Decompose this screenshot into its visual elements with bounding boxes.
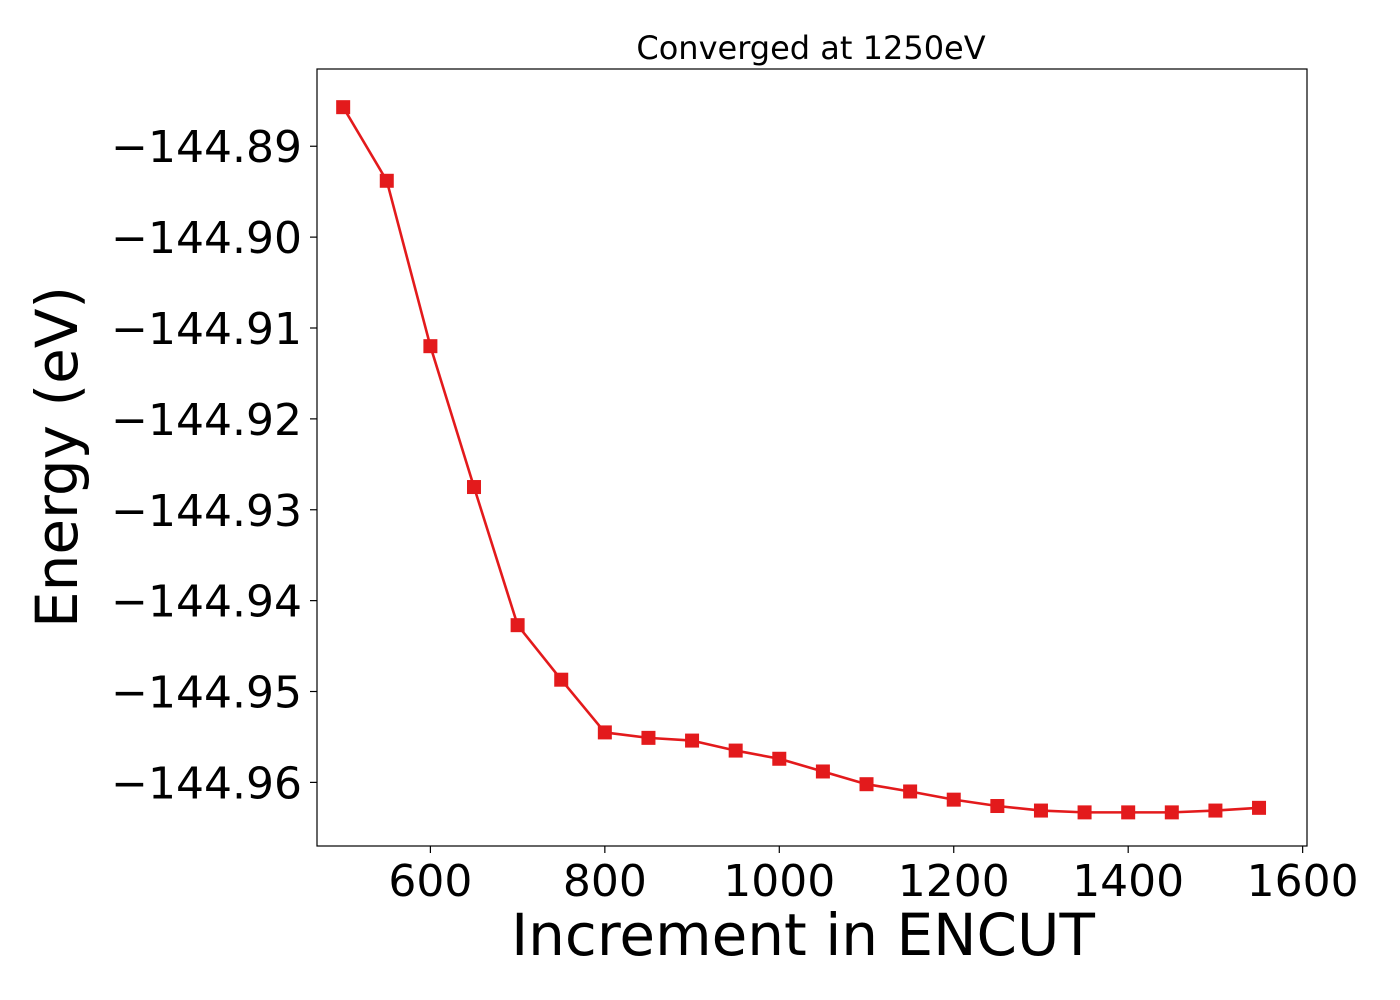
data-point xyxy=(1164,805,1179,820)
data-point xyxy=(641,730,656,745)
data-point xyxy=(336,100,351,115)
data-point xyxy=(467,480,482,495)
y-tick-label: −144.96 xyxy=(111,758,302,809)
data-point xyxy=(1077,805,1092,820)
data-point xyxy=(510,618,525,633)
y-tick-label: −144.91 xyxy=(111,304,302,355)
data-point xyxy=(728,743,743,758)
data-point xyxy=(946,792,961,807)
y-tick-label: −144.90 xyxy=(111,213,302,264)
data-point xyxy=(1208,803,1223,818)
data-point xyxy=(990,799,1005,814)
plot-frame xyxy=(316,68,1308,847)
data-point xyxy=(379,173,394,188)
y-axis-title: Energy (eV) xyxy=(23,286,91,628)
data-point xyxy=(1252,800,1267,815)
data-point xyxy=(903,784,918,799)
data-point xyxy=(772,751,787,766)
chart-title: Converged at 1250eV xyxy=(636,29,985,67)
x-tick-label: 1400 xyxy=(1072,856,1184,907)
y-tick-label: −144.89 xyxy=(111,122,302,173)
data-point xyxy=(597,725,612,740)
data-point xyxy=(1121,805,1136,820)
x-tick-label: 600 xyxy=(388,856,472,907)
x-axis-title: Increment in ENCUT xyxy=(511,901,1095,969)
x-tick-label: 1600 xyxy=(1247,856,1359,907)
data-point xyxy=(1033,803,1048,818)
y-tick-label: −144.92 xyxy=(111,395,302,446)
x-tick-label: 800 xyxy=(563,856,647,907)
series-line xyxy=(342,106,1260,814)
x-axis: 600 800 1000 1200 1400 1600 xyxy=(388,846,1359,907)
x-tick-label: 1200 xyxy=(898,856,1010,907)
y-tick-label: −144.94 xyxy=(111,577,302,628)
data-point xyxy=(423,339,438,354)
data-point xyxy=(685,733,700,748)
y-axis: −144.89 −144.90 −144.91 −144.92 −144.93 −144.… xyxy=(111,122,317,809)
data-point xyxy=(815,764,830,779)
y-tick-label: −144.95 xyxy=(111,668,302,719)
data-point xyxy=(554,672,569,687)
data-point xyxy=(859,777,874,792)
y-tick-label: −144.93 xyxy=(111,486,302,537)
plot-area xyxy=(336,100,1267,820)
x-tick-label: 1000 xyxy=(723,856,835,907)
